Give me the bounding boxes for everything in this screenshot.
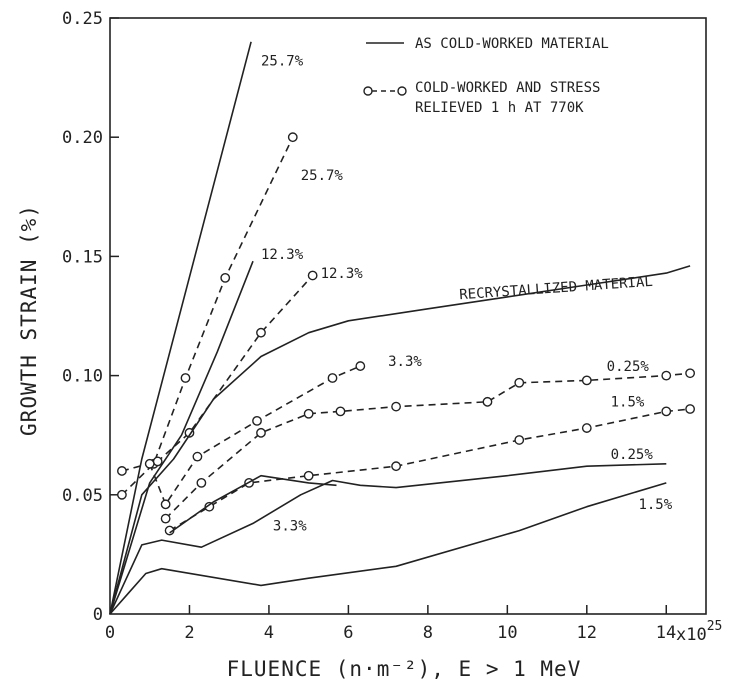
- data-point-marker: [196, 477, 207, 488]
- data-point-marker: [160, 499, 171, 510]
- data-point-marker: [685, 404, 696, 414]
- data-point-marker: [661, 406, 672, 417]
- legend: AS COLD-WORKED MATERIAL COLD-WORKED AND …: [363, 36, 609, 116]
- data-point-marker: [581, 423, 592, 433]
- series-line-2: [109, 260, 254, 615]
- x-tick-label: 0: [105, 623, 115, 643]
- data-point-marker: [252, 415, 262, 426]
- curve-annotation: 0.25%: [611, 447, 654, 463]
- x-tick-label: 2: [184, 623, 194, 643]
- curve-annotation: 1.5%: [638, 497, 672, 513]
- legend-circle-marker-left: [363, 86, 373, 96]
- legend-entry-cold-worked: AS COLD-WORKED MATERIAL: [415, 36, 609, 52]
- curve-annotation: 3.3%: [273, 519, 307, 535]
- x-tick-label: 4: [264, 623, 274, 643]
- x-multiplier-label: x1025: [676, 619, 722, 645]
- curve-annotation: 3.3%: [388, 354, 422, 370]
- data-point-marker: [685, 368, 696, 379]
- y-tick-label: 0: [93, 605, 103, 625]
- data-point-marker: [160, 513, 171, 524]
- y-axis: 0 0.05 0.10 0.15 0.20 0.25: [62, 9, 119, 625]
- x-axis: 0 2 4 6 8 10 12 14: [105, 605, 676, 643]
- curve-annotation: 1.5%: [611, 395, 645, 411]
- curve-annotation: 0.25%: [607, 359, 650, 375]
- series-line-8: [109, 463, 667, 615]
- series-line-4: [109, 265, 691, 615]
- data-point-marker: [192, 451, 203, 462]
- data-point-marker: [204, 501, 215, 512]
- data-point-marker: [287, 132, 298, 143]
- series-layer: [109, 41, 696, 615]
- data-point-marker: [391, 401, 401, 412]
- x-axis-title: FLUENCE (n·m⁻²), E > 1 MeV: [227, 657, 582, 681]
- data-point-marker: [391, 461, 401, 472]
- data-point-marker: [307, 270, 318, 281]
- data-point-marker: [144, 458, 155, 469]
- x-tick-label: 10: [497, 623, 517, 643]
- y-tick-label: 0.15: [62, 247, 103, 267]
- series-line-1: [121, 136, 294, 496]
- annotation-layer: 25.7% 25.7% 12.3% 12.3% RECRYSTALLIZED MATER…: [261, 54, 673, 535]
- data-point-marker: [335, 406, 346, 417]
- legend-circle-marker-right: [397, 86, 407, 96]
- curve-annotation: 12.3%: [321, 266, 364, 282]
- data-point-marker: [220, 272, 231, 283]
- curve-annotation: 25.7%: [261, 54, 304, 70]
- x-tick-label: 12: [577, 623, 597, 643]
- data-point-marker: [303, 470, 314, 481]
- data-point-marker: [117, 466, 127, 476]
- series-line-0: [109, 41, 252, 615]
- y-axis-title: GROWTH STRAIN (%): [17, 204, 41, 436]
- data-point-marker: [514, 377, 525, 388]
- data-point-marker: [180, 373, 191, 383]
- plot-frame: [109, 17, 707, 615]
- data-point-marker: [303, 408, 314, 419]
- series-line-5: [148, 365, 361, 506]
- legend-entry-stress-relieved-line1: COLD-WORKED AND STRESS: [415, 80, 600, 96]
- data-point-marker: [482, 396, 493, 407]
- x-tick-label: 6: [343, 623, 353, 643]
- y-tick-label: 0.05: [62, 486, 103, 506]
- data-point-marker: [661, 370, 672, 381]
- data-point-marker: [327, 373, 338, 383]
- series-line-3: [121, 274, 314, 472]
- y-tick-label: 0.25: [62, 9, 103, 29]
- curve-annotation: 12.3%: [261, 247, 304, 263]
- curve-annotation: 25.7%: [301, 168, 344, 184]
- data-point-marker: [355, 361, 366, 371]
- data-point-marker: [514, 435, 525, 445]
- data-point-marker: [256, 327, 266, 338]
- y-tick-label: 0.20: [62, 128, 103, 148]
- data-point-marker: [581, 375, 592, 386]
- data-point-marker: [256, 427, 266, 438]
- y-tick-label: 0.10: [62, 367, 103, 387]
- x-tick-label: 8: [423, 623, 433, 643]
- series-line-9: [169, 474, 337, 534]
- series-line-10: [109, 482, 667, 615]
- x-tick-label: 14: [656, 623, 676, 643]
- legend-entry-stress-relieved-line2: RELIEVED 1 h AT 770K: [415, 100, 584, 116]
- data-point-marker: [152, 456, 163, 467]
- data-point-marker: [117, 489, 127, 500]
- curve-annotation: RECRYSTALLIZED MATERIAL: [459, 274, 654, 303]
